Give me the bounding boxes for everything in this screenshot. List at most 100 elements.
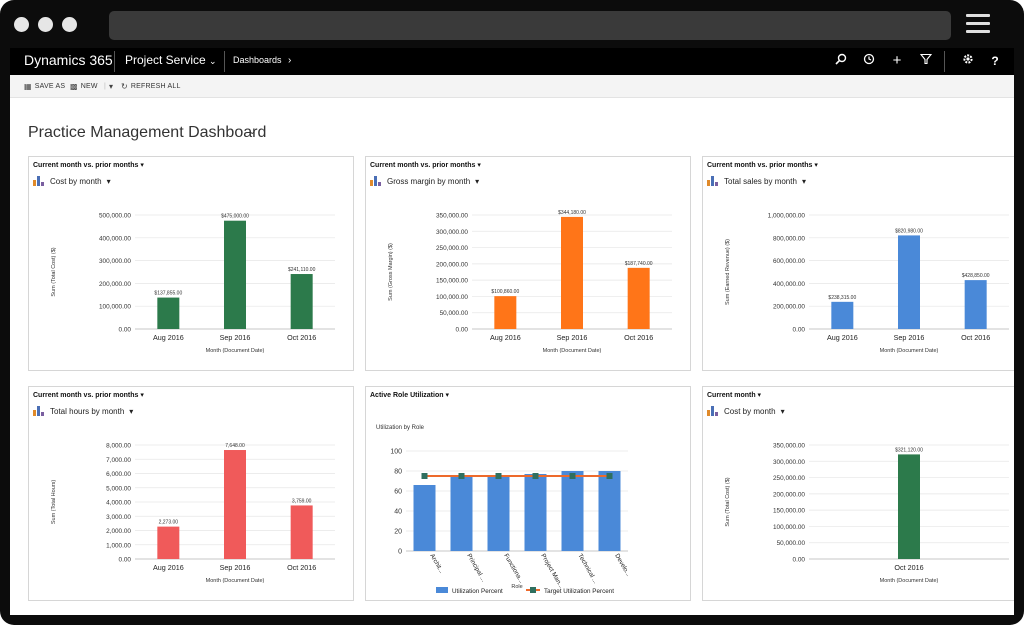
save-icon: ▦ bbox=[24, 82, 32, 91]
panel-header[interactable]: Current month vs. prior months ▾ bbox=[33, 162, 144, 169]
address-bar[interactable] bbox=[109, 11, 951, 40]
history-icon[interactable] bbox=[861, 53, 877, 69]
chart-view-label: Gross margin by month bbox=[387, 176, 471, 186]
x-tick-label: Sep 2016 bbox=[557, 333, 588, 342]
refresh-icon: ↻ bbox=[121, 82, 128, 91]
x-tick-label: Oct 2016 bbox=[287, 333, 316, 342]
bar bbox=[494, 296, 517, 329]
y-tick-label: 60 bbox=[394, 489, 402, 496]
bar-chart: 8,000.00 7,000.00 6,000.00 5,000.00 4,000.00… bbox=[51, 443, 335, 584]
dashboard-selector-chevron-icon[interactable]: ⌄ bbox=[248, 126, 257, 137]
x-tick-label: Develo... bbox=[613, 553, 632, 578]
y-tick-label: 250,000.00 bbox=[773, 475, 805, 482]
x-tick-label: Archit... bbox=[428, 553, 445, 575]
x-tick-label: Oct 2016 bbox=[961, 333, 990, 342]
filter-icon[interactable] bbox=[918, 53, 934, 69]
help-icon[interactable]: ? bbox=[991, 54, 999, 68]
x-tick-label: Functiona... bbox=[502, 553, 525, 585]
breadcrumb[interactable]: Dashboards › bbox=[233, 55, 292, 66]
x-tick-label: Oct 2016 bbox=[287, 563, 316, 572]
y-tick-label: 200,000.00 bbox=[773, 491, 805, 498]
x-tick-label: Sep 2016 bbox=[220, 563, 251, 572]
data-label: 2,273.00 bbox=[159, 520, 179, 526]
data-label: $187,740.00 bbox=[625, 261, 653, 267]
target-marker bbox=[495, 473, 502, 479]
x-axis-title: Month (Document Date) bbox=[880, 348, 939, 354]
panel-header[interactable]: Current month vs. prior months ▾ bbox=[33, 392, 144, 399]
caret-down-icon: ▾ bbox=[106, 176, 111, 186]
nav-divider bbox=[944, 51, 945, 72]
target-marker bbox=[421, 473, 428, 479]
chart-view-label: Total sales by month bbox=[724, 176, 797, 186]
y-tick-label: 50,000.00 bbox=[777, 540, 806, 547]
y-tick-label: 100,000.00 bbox=[773, 524, 805, 531]
chart-view-selector[interactable]: Cost by month ▾ bbox=[707, 406, 785, 416]
area-selector[interactable]: Project Service ⌄ bbox=[125, 53, 217, 67]
browser-chrome bbox=[0, 0, 1024, 48]
bar bbox=[224, 220, 246, 329]
app-brand[interactable]: Dynamics 365 bbox=[24, 52, 113, 68]
new-button[interactable]: ▩ NEW bbox=[70, 82, 98, 91]
y-axis-title: Sum (Total Cost) ($) bbox=[725, 477, 731, 526]
chart-view-label: Total hours by month bbox=[50, 406, 125, 416]
chart-view-selector[interactable]: Cost by month ▾ bbox=[33, 176, 111, 186]
gear-icon[interactable] bbox=[960, 53, 976, 69]
chart-icon bbox=[33, 176, 45, 186]
bar bbox=[598, 471, 621, 551]
x-tick-label: Oct 2016 bbox=[624, 333, 653, 342]
y-axis-title: Sum (Earned Revenue) ($) bbox=[725, 239, 731, 305]
bar bbox=[157, 526, 180, 559]
bar bbox=[290, 505, 313, 559]
y-tick-label: 0.00 bbox=[119, 327, 132, 334]
bar bbox=[157, 297, 180, 329]
y-tick-label: 0.00 bbox=[456, 327, 469, 334]
panel-header[interactable]: Current month vs. prior months ▾ bbox=[370, 162, 481, 169]
y-tick-label: 1,000,000.00 bbox=[768, 213, 806, 220]
top-navigation: Dynamics 365 Project Service ⌄ Dashboard… bbox=[10, 48, 1014, 75]
x-tick-label: Aug 2016 bbox=[827, 333, 858, 342]
new-dashboard-icon: ▩ bbox=[70, 82, 78, 91]
y-tick-label: 7,000.00 bbox=[106, 457, 131, 464]
window-close-dot[interactable] bbox=[14, 17, 29, 32]
y-tick-label: 200,000.00 bbox=[773, 304, 805, 311]
x-tick-label: Aug 2016 bbox=[490, 333, 521, 342]
plus-icon[interactable]: + bbox=[892, 52, 902, 69]
legend-label: Utilization Percent bbox=[452, 588, 503, 595]
bar-chart: 350,000.00 300,000.00 250,000.00 200,000.00… bbox=[725, 443, 1009, 584]
bar-chart: 500,000.00 400,000.00 300,000.00 200,000.00… bbox=[51, 213, 335, 354]
refresh-all-button[interactable]: ↻ REFRESH ALL bbox=[121, 82, 181, 91]
caret-down-icon: ▾ bbox=[801, 176, 806, 186]
new-dropdown-toggle[interactable]: | ▾ bbox=[104, 82, 114, 91]
chart-view-selector[interactable]: Total sales by month ▾ bbox=[707, 176, 806, 186]
dashboard-panel: Active Role Utilization ▾ 100 80 60 40 20 0 Uti… bbox=[365, 386, 691, 601]
caret-down-icon: ▾ bbox=[129, 406, 134, 416]
panel-header[interactable]: Current month vs. prior months ▾ bbox=[707, 162, 818, 169]
data-label: $238,315.00 bbox=[828, 295, 856, 301]
y-tick-label: 4,000.00 bbox=[106, 500, 131, 507]
y-tick-label: 500,000.00 bbox=[99, 213, 131, 220]
chart-view-selector[interactable]: Gross margin by month ▾ bbox=[370, 176, 479, 186]
y-tick-label: 300,000.00 bbox=[436, 229, 468, 236]
x-axis-title: Month (Document Date) bbox=[206, 578, 265, 584]
x-tick-label: Principal ... bbox=[465, 553, 487, 584]
dashboard-panel: Current month vs. prior months ▾ Total sa… bbox=[702, 156, 1014, 371]
legend-swatch bbox=[436, 587, 448, 593]
panel-header[interactable]: Active Role Utilization ▾ bbox=[370, 392, 449, 399]
caret-down-icon: ▾ bbox=[109, 82, 114, 91]
chart-view-selector[interactable]: Total hours by month ▾ bbox=[33, 406, 133, 416]
bar-chart: 100 80 60 40 20 0 Utilization by Role Archit...… bbox=[376, 425, 632, 595]
x-tick-label: Aug 2016 bbox=[153, 333, 184, 342]
panel-header[interactable]: Current month ▾ bbox=[707, 392, 762, 399]
search-icon[interactable] bbox=[833, 53, 849, 69]
hamburger-menu-icon[interactable] bbox=[966, 14, 990, 34]
save-as-button[interactable]: ▦ SAVE AS bbox=[24, 82, 66, 91]
y-tick-label: 80 bbox=[394, 469, 402, 476]
window-maximize-dot[interactable] bbox=[62, 17, 77, 32]
data-label: $241,110.00 bbox=[288, 267, 316, 273]
nav-divider bbox=[224, 51, 225, 72]
window-minimize-dot[interactable] bbox=[38, 17, 53, 32]
bar bbox=[224, 450, 246, 559]
y-tick-label: 0 bbox=[398, 549, 402, 556]
chart-icon bbox=[707, 176, 719, 186]
chart-icon bbox=[33, 406, 45, 416]
